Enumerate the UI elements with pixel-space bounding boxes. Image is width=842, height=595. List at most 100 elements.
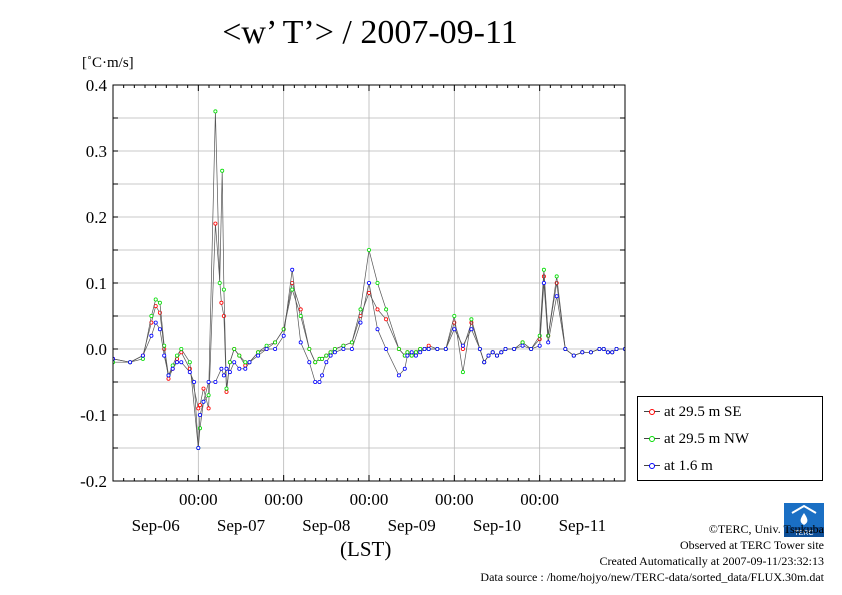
legend-item-se: at 29.5 m SE (644, 403, 742, 421)
data-point (237, 353, 242, 358)
data-point (375, 307, 380, 312)
data-point (409, 353, 414, 358)
data-point (157, 300, 162, 305)
data-point (206, 393, 211, 398)
y-tick-label: 0.0 (86, 340, 107, 359)
data-point (290, 287, 295, 292)
data-point (332, 346, 337, 351)
data-point (197, 403, 202, 408)
x-time-label: 00:00 (350, 490, 389, 509)
data-point (512, 346, 517, 351)
data-point (328, 353, 333, 358)
data-point (452, 313, 457, 318)
data-point (605, 350, 610, 355)
data-point (237, 366, 242, 371)
data-point (494, 353, 499, 358)
data-point (166, 376, 171, 381)
data-point (192, 379, 197, 384)
credit-copyright: ©TERC, Univ. Tsukuba (708, 522, 824, 536)
data-point (328, 350, 333, 355)
x-time-label: 00:00 (264, 490, 303, 509)
data-point (520, 340, 525, 345)
y-tick-label: -0.1 (80, 406, 107, 425)
data-point (197, 426, 202, 431)
data-point (563, 346, 568, 351)
data-point (227, 360, 232, 365)
x-time-label: 00:00 (435, 490, 474, 509)
data-point (298, 313, 303, 318)
data-point (264, 343, 269, 348)
data-point (435, 346, 440, 351)
legend-item-nw: at 29.5 m NW (644, 430, 749, 448)
data-point (341, 346, 346, 351)
data-point (187, 360, 192, 365)
x-time-label: 00:00 (179, 490, 218, 509)
data-point (273, 346, 278, 351)
legend-item-low: at 1.6 m (644, 457, 713, 475)
data-point (490, 350, 495, 355)
data-point (307, 360, 312, 365)
data-point (588, 350, 593, 355)
data-point (332, 350, 337, 355)
data-point (213, 109, 218, 114)
data-point (571, 353, 576, 358)
data-point (174, 353, 179, 358)
legend-label-low: at 1.6 m (664, 457, 713, 474)
data-point (307, 346, 312, 351)
data-point (217, 280, 222, 285)
data-point (469, 327, 474, 332)
data-point (554, 294, 559, 299)
x-date-label: Sep-09 (388, 516, 436, 535)
data-point (140, 356, 145, 361)
data-point (298, 307, 303, 312)
data-point (366, 290, 371, 295)
data-point (320, 356, 325, 361)
data-point (243, 360, 248, 365)
legend-label-nw: at 29.5 m NW (664, 430, 749, 447)
data-point (201, 386, 206, 391)
data-point (256, 350, 261, 355)
data-point (153, 297, 158, 302)
data-point (290, 267, 295, 272)
data-point (206, 379, 211, 384)
data-point (221, 313, 226, 318)
data-point (409, 350, 414, 355)
data-point (529, 346, 534, 351)
data-point (460, 343, 465, 348)
data-point (405, 350, 410, 355)
legend-swatch-green (644, 433, 660, 445)
data-point (418, 346, 423, 351)
data-point (320, 373, 325, 378)
data-point (170, 366, 175, 371)
data-point (213, 221, 218, 226)
data-point (256, 353, 261, 358)
data-point (264, 346, 269, 351)
data-point (546, 340, 551, 345)
data-point (128, 360, 133, 365)
data-point (482, 360, 487, 365)
data-point (396, 346, 401, 351)
data-point (162, 353, 167, 358)
data-point (601, 346, 606, 351)
x-date-label: Sep-07 (217, 516, 266, 535)
data-point (366, 247, 371, 252)
legend-label-se: at 29.5 m SE (664, 403, 742, 420)
data-point (426, 346, 431, 351)
chart-title: <w’ T’> / 2007-09-11 (222, 14, 518, 51)
data-point (206, 406, 211, 411)
y-unit-label: [˚C·m/s] (82, 55, 134, 71)
x-date-label: Sep-10 (473, 516, 521, 535)
data-point (460, 346, 465, 351)
data-point (298, 340, 303, 345)
data-point (179, 346, 184, 351)
data-point (313, 360, 318, 365)
x-axis-label: (LST) (340, 537, 392, 561)
data-point (224, 386, 229, 391)
credit-source: Data source : /home/hojyo/new/TERC-data/… (480, 570, 824, 584)
data-point (366, 280, 371, 285)
data-point (213, 379, 218, 384)
data-point (197, 412, 202, 417)
data-point (541, 267, 546, 272)
data-point (610, 350, 615, 355)
